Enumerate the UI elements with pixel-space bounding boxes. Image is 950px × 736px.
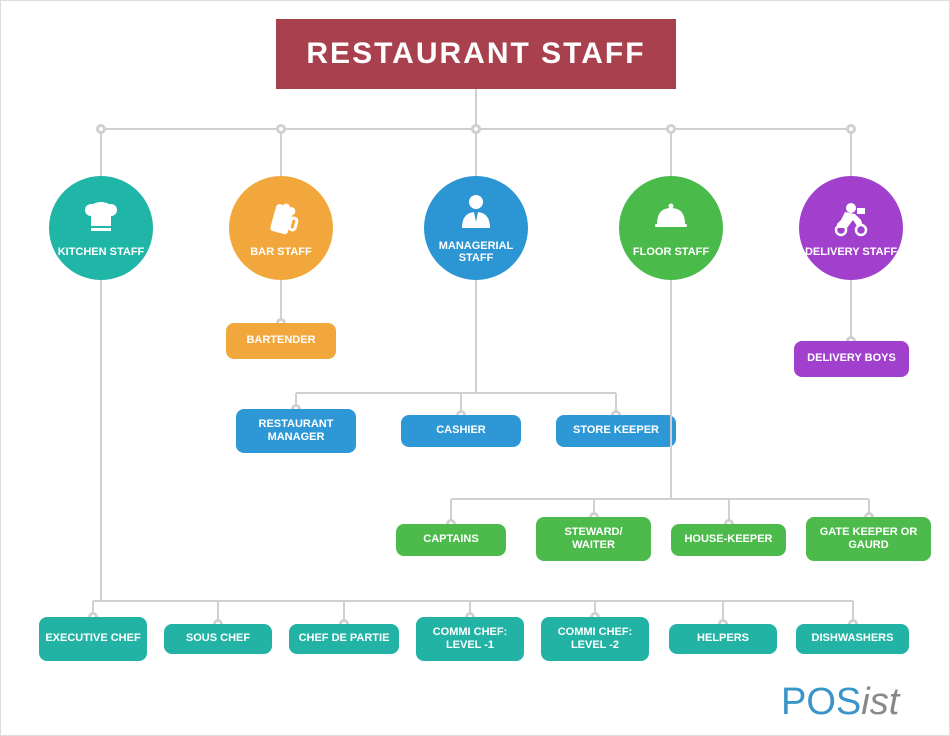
dept-managerial: MANAGERIAL STAFF [424,176,528,280]
scooter-icon [831,198,871,246]
joint [846,124,856,134]
role-managerial-1: CASHIER [401,415,521,447]
role-kitchen-3: COMMI CHEF: LEVEL -1 [416,617,524,661]
dept-floor: FLOOR STAFF [619,176,723,280]
joint [666,124,676,134]
role-kitchen-5: HELPERS [669,624,777,654]
dept-delivery: DELIVERY STAFF [799,176,903,280]
connector-v [280,129,282,176]
dept-kitchen: KITCHEN STAFF [49,176,153,280]
joint [276,124,286,134]
chef-icon [81,198,121,246]
connector-v [100,280,102,601]
connector-h [451,498,869,500]
connector-v [280,280,282,323]
role-managerial-2: STORE KEEPER [556,415,676,447]
connector-v [475,129,477,176]
role-floor-1: STEWARD/ WAITER [536,517,651,561]
role-floor-0: CAPTAINS [396,524,506,556]
dept-label: MANAGERIAL STAFF [424,240,528,264]
role-kitchen-6: DISHWASHERS [796,624,909,654]
dept-label: FLOOR STAFF [633,246,709,258]
beer-icon [261,198,301,246]
connector-v [475,280,477,393]
title: RESTAURANT STAFF [276,19,676,89]
dept-label: KITCHEN STAFF [58,246,145,258]
role-kitchen-2: CHEF DE PARTIE [289,624,399,654]
role-delivery-boys: DELIVERY BOYS [794,341,909,377]
cloche-icon [651,198,691,246]
connector-v [670,129,672,176]
logo: POSist [781,681,899,724]
role-kitchen-0: EXECUTIVE CHEF [39,617,147,661]
joint [471,124,481,134]
role-managerial-0: RESTAURANT MANAGER [236,409,356,453]
dept-label: BAR STAFF [250,246,312,258]
joint [96,124,106,134]
role-floor-2: HOUSE-KEEPER [671,524,786,556]
connector-h [296,392,616,394]
connector-v [475,89,477,129]
connector-h [93,600,853,602]
role-kitchen-1: SOUS CHEF [164,624,272,654]
logo-part1: POS [781,681,861,723]
connector-v [850,129,852,176]
role-bartender: BARTENDER [226,323,336,359]
connector-v [670,280,672,499]
role-kitchen-4: COMMI CHEF: LEVEL -2 [541,617,649,661]
connector-v [100,129,102,176]
role-floor-3: GATE KEEPER OR GAURD [806,517,931,561]
manager-icon [456,192,496,240]
connector-v [850,280,852,341]
dept-label: DELIVERY STAFF [805,246,897,258]
logo-part2: ist [861,681,899,723]
dept-bar: BAR STAFF [229,176,333,280]
